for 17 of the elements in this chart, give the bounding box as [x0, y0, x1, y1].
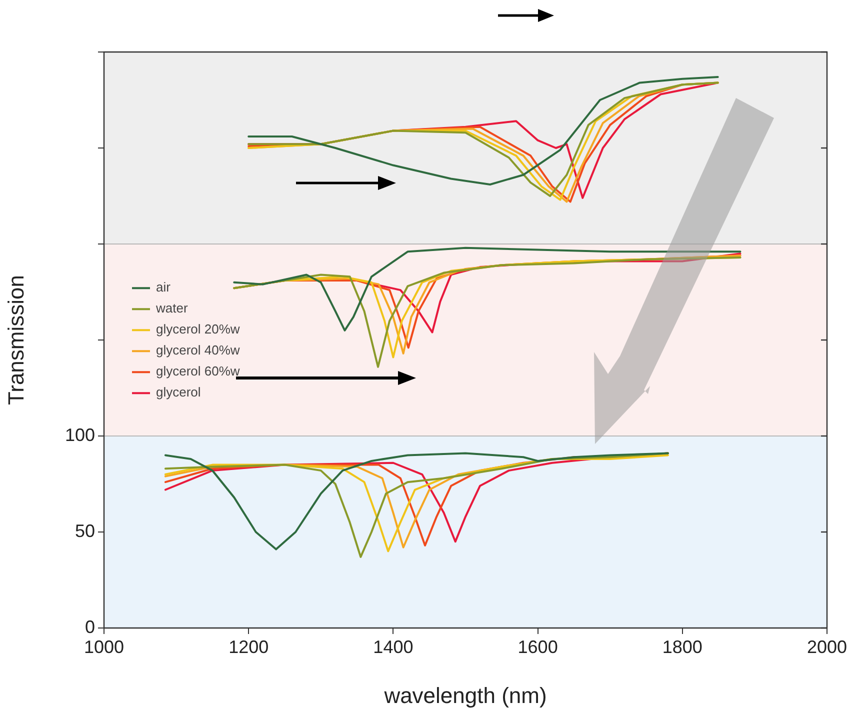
- legend-label: air: [156, 280, 172, 295]
- x-tick-label: 1800: [662, 636, 702, 657]
- legend-label: glycerol 60%w: [156, 364, 240, 379]
- legend-label: glycerol 40%w: [156, 342, 240, 358]
- x-axis-title: wavelength (nm): [383, 682, 547, 708]
- legend-label: water: [155, 300, 188, 316]
- y-tick-label: 100: [64, 424, 95, 445]
- y-tick-label: 0: [84, 616, 95, 637]
- legend-label: glycerol 20%w: [156, 322, 240, 337]
- x-tick-label: 2000: [806, 636, 848, 657]
- x-tick-label: 1200: [228, 636, 269, 657]
- x-tick-label: 1000: [84, 636, 124, 657]
- legend-label: glycerol: [156, 384, 201, 400]
- x-tick-label: 1600: [518, 636, 558, 657]
- y-tick-label: 50: [74, 520, 95, 541]
- y-axis-title: Transmission: [3, 275, 28, 405]
- x-tick-label: 1400: [373, 636, 414, 657]
